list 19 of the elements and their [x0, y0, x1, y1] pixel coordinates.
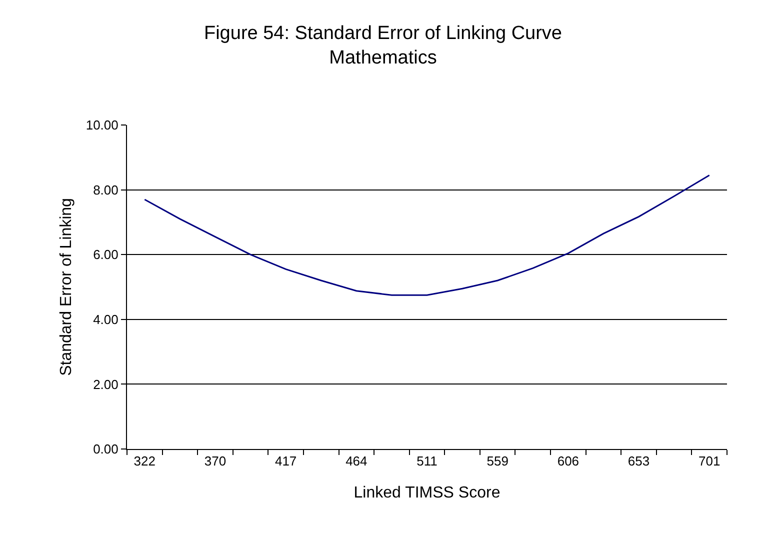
x-tick-label: 653 — [628, 454, 650, 469]
y-tick-label: 6.00 — [93, 247, 118, 262]
y-tick-label: 10.00 — [86, 118, 118, 133]
y-axis-title: Standard Error of Linking — [58, 198, 75, 376]
y-tick-label: 4.00 — [93, 312, 118, 327]
y-tick-label: 0.00 — [93, 442, 118, 457]
chart-title: Figure 54: Standard Error of Linking Curve Mathematics — [204, 22, 562, 69]
x-tick-label: 464 — [346, 454, 368, 469]
x-tick-label: 701 — [698, 454, 720, 469]
x-tick-label: 322 — [134, 454, 156, 469]
x-tick-label: 559 — [486, 454, 508, 469]
x-tick-label: 606 — [557, 454, 580, 469]
y-tick-label: 8.00 — [93, 182, 118, 198]
x-tick-label: 417 — [274, 454, 297, 469]
y-tick-label: 2.00 — [93, 376, 118, 392]
x-tick-label: 370 — [204, 454, 226, 469]
line-series — [144, 174, 710, 296]
x-axis-title: Linked TIMSS Score — [354, 484, 500, 502]
x-tick-label: 511 — [416, 454, 438, 469]
